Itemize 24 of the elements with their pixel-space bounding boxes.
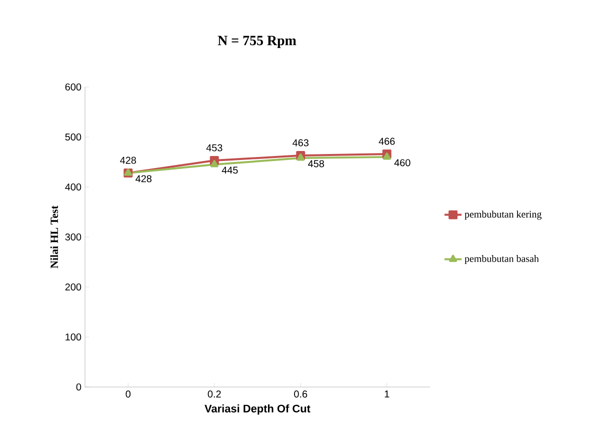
y-tick-label: 100: [66, 333, 82, 341]
legend-label: pembubutan kering: [464, 210, 542, 220]
data-label: 466: [378, 138, 395, 145]
y-tick-label: 0: [76, 383, 82, 391]
data-label: 428: [136, 175, 152, 182]
x-tick-label: 0.2: [208, 390, 221, 398]
x-axis-title: Variasi Depth Of Cut: [204, 404, 310, 415]
y-axis-title: Nilai HL Test: [50, 206, 58, 268]
data-label: 458: [308, 160, 324, 168]
legend-label: pembubutan basah: [464, 254, 539, 264]
x-tick-label: 0.6: [294, 390, 308, 398]
x-tick-label: 1: [384, 390, 390, 398]
data-label: 428: [120, 156, 136, 164]
chart-title: N = 755 Rpm: [218, 36, 296, 48]
y-tick-label: 400: [65, 183, 82, 191]
data-label: 463: [292, 139, 309, 146]
y-tick-label: 600: [65, 83, 82, 91]
y-tick-label: 300: [65, 233, 82, 241]
x-tick-label: 0: [126, 390, 131, 398]
data-label: 445: [222, 166, 238, 174]
y-tick-label: 500: [65, 133, 82, 141]
data-label: 460: [394, 159, 410, 166]
data-label: 453: [206, 144, 222, 152]
y-tick-label: 200: [65, 283, 82, 291]
